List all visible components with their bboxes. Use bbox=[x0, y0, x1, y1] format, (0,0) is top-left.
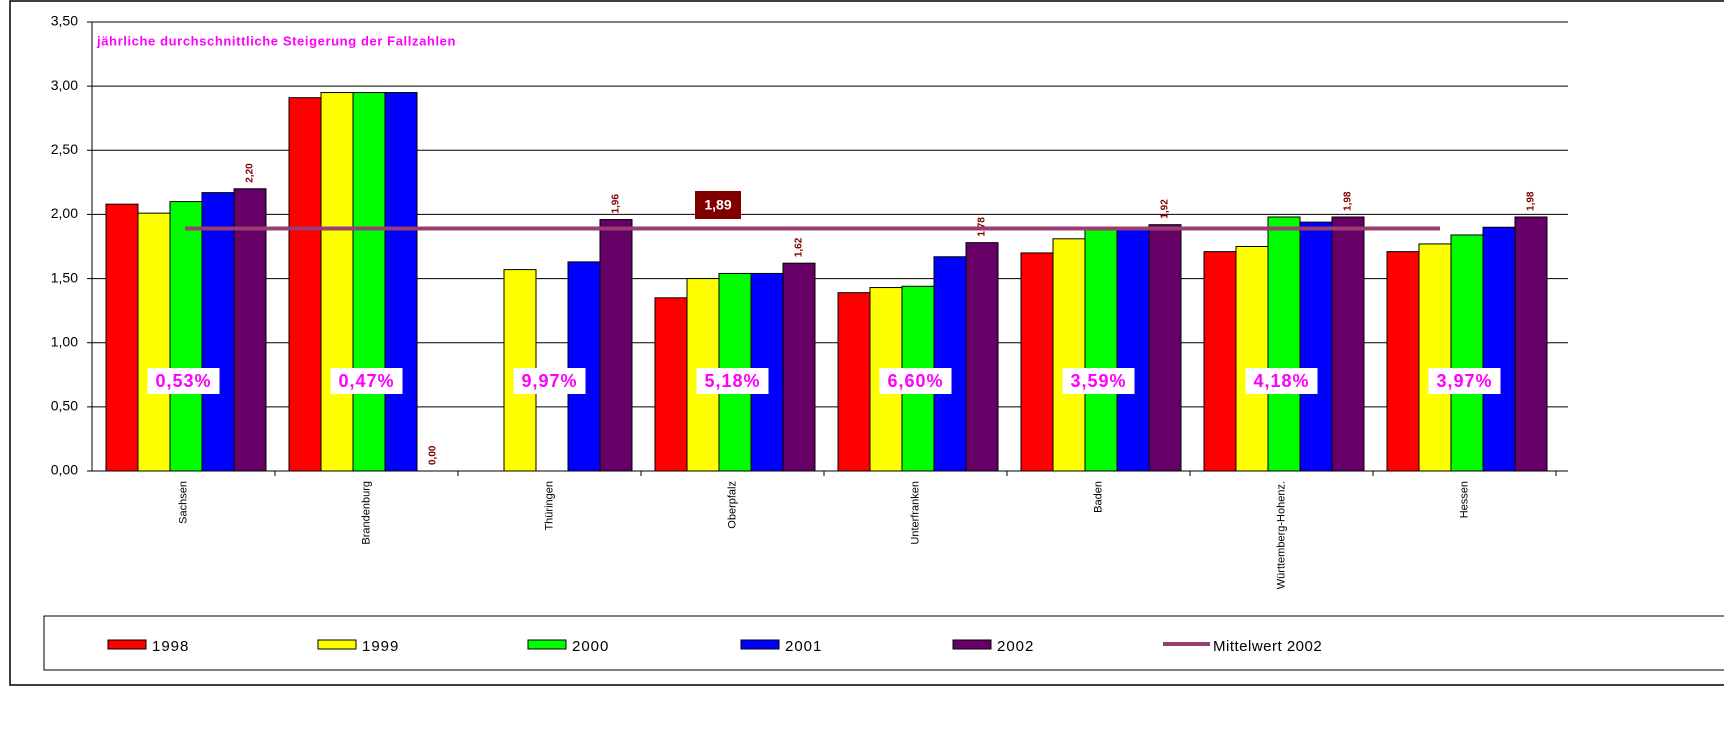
legend-label: 2002 bbox=[997, 638, 1034, 655]
chart-title: jährliche durchschnittliche Steigerung d… bbox=[96, 33, 456, 48]
bar bbox=[288, 97, 322, 472]
bar bbox=[1203, 251, 1237, 472]
y-tick-label: 0,00 bbox=[51, 462, 78, 478]
x-tick-label: Brandenburg bbox=[360, 481, 372, 545]
bar bbox=[105, 203, 139, 472]
bar bbox=[654, 297, 688, 472]
legend-label: 2001 bbox=[785, 638, 822, 655]
bar bbox=[1084, 229, 1118, 472]
annotation: 4,18% bbox=[1253, 371, 1309, 391]
legend-label: Mittelwert 2002 bbox=[1213, 638, 1322, 655]
bar bbox=[933, 256, 967, 472]
bar bbox=[837, 292, 871, 472]
x-tick-label: Hessen bbox=[1458, 481, 1470, 518]
mean-label: 1,89 bbox=[704, 197, 731, 213]
bar bbox=[233, 188, 267, 472]
legend-box bbox=[43, 615, 1724, 671]
bar bbox=[1418, 243, 1452, 472]
annotation-box bbox=[330, 368, 403, 394]
y-tick-label: 0,50 bbox=[51, 398, 78, 414]
bar bbox=[567, 261, 601, 472]
data-label: 1,92 bbox=[1160, 199, 1171, 219]
annotation: 5,18% bbox=[704, 371, 760, 391]
data-label: 2,20 bbox=[245, 163, 256, 183]
bar bbox=[1482, 226, 1516, 472]
legend-label: 1999 bbox=[362, 638, 399, 655]
data-label: 0,00 bbox=[428, 445, 439, 465]
bar bbox=[782, 262, 816, 472]
annotation-box bbox=[1428, 368, 1501, 394]
bar bbox=[384, 92, 418, 472]
bar bbox=[201, 192, 235, 472]
legend-swatch bbox=[527, 639, 567, 650]
bar bbox=[169, 201, 203, 472]
legend-label: 1998 bbox=[152, 638, 189, 655]
bar bbox=[1386, 251, 1420, 472]
y-tick-label: 3,50 bbox=[51, 13, 78, 29]
mean-label-box bbox=[695, 191, 741, 219]
bar bbox=[320, 92, 354, 472]
annotation-box bbox=[1062, 368, 1135, 394]
bar bbox=[1450, 234, 1484, 472]
y-tick-label: 1,50 bbox=[51, 269, 78, 285]
data-label: 1,96 bbox=[611, 194, 622, 214]
annotation-box bbox=[513, 368, 586, 394]
x-tick-label: Sachsen bbox=[177, 481, 189, 524]
annotation: 6,60% bbox=[887, 371, 943, 391]
annotation: 3,97% bbox=[1436, 371, 1492, 391]
data-label: 1,98 bbox=[1343, 191, 1354, 211]
annotation: 0,47% bbox=[338, 371, 394, 391]
legend-swatch bbox=[107, 639, 147, 650]
annotation: 3,59% bbox=[1070, 371, 1126, 391]
legend-swatch bbox=[317, 639, 357, 650]
annotation-box bbox=[696, 368, 769, 394]
annotation-box bbox=[147, 368, 220, 394]
bar bbox=[137, 212, 171, 472]
y-tick-label: 3,00 bbox=[51, 77, 78, 93]
data-label: 1,62 bbox=[794, 237, 805, 257]
annotation-box bbox=[879, 368, 952, 394]
x-tick-label: Württemberg-Hohenz. bbox=[1275, 481, 1287, 589]
y-tick-label: 2,00 bbox=[51, 205, 78, 221]
x-tick-label: Baden bbox=[1092, 481, 1104, 513]
annotation: 0,53% bbox=[155, 371, 211, 391]
bar bbox=[1514, 216, 1548, 472]
bar bbox=[1020, 252, 1054, 472]
y-tick-label: 2,50 bbox=[51, 141, 78, 157]
bar bbox=[1116, 228, 1150, 472]
bar bbox=[1331, 216, 1365, 472]
bar bbox=[965, 242, 999, 472]
bar bbox=[1235, 246, 1269, 472]
data-label: 1,98 bbox=[1526, 191, 1537, 211]
x-tick-label: Thüringen bbox=[543, 481, 555, 531]
y-tick-label: 1,00 bbox=[51, 333, 78, 349]
bar bbox=[1299, 221, 1333, 472]
bar bbox=[599, 219, 633, 472]
annotation: 9,97% bbox=[521, 371, 577, 391]
annotation-box bbox=[1245, 368, 1318, 394]
bar bbox=[352, 92, 386, 472]
legend-swatch bbox=[952, 639, 992, 650]
x-tick-label: Unterfranken bbox=[909, 481, 921, 545]
bar bbox=[1267, 216, 1301, 472]
x-tick-label: Oberpfalz bbox=[726, 481, 738, 529]
legend-swatch bbox=[740, 639, 780, 650]
bar bbox=[1052, 238, 1086, 472]
legend-label: 2000 bbox=[572, 638, 609, 655]
bar bbox=[1148, 224, 1182, 472]
